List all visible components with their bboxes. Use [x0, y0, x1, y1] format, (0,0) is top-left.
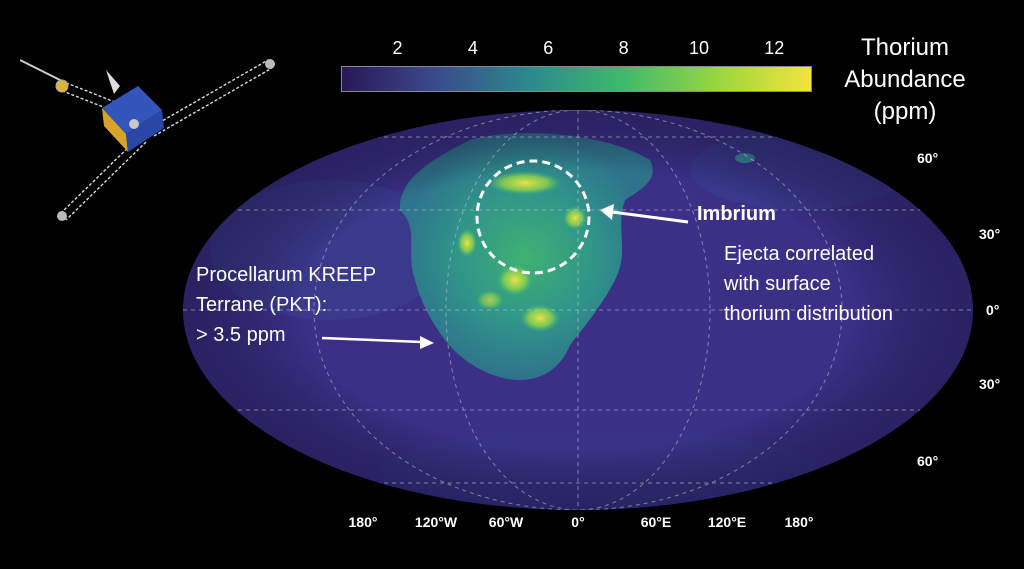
pkt-note: Procellarum KREEP Terrane (PKT): > 3.5 p…: [196, 262, 376, 349]
lat-label-30n: 30°: [979, 226, 1001, 242]
lon-label-0: 0°: [571, 514, 585, 530]
lat-label-30s: 30°: [979, 376, 1001, 392]
imbrium-note-line-3: thorium distribution: [724, 303, 893, 325]
lon-label-60w: 60°W: [488, 514, 524, 530]
colorbar-title-line-3: (ppm): [873, 98, 937, 125]
lat-label-60s: 60°: [917, 453, 939, 469]
colorbar-tick-label: 12: [764, 38, 785, 58]
colorbar-title-line-1: Thorium: [860, 34, 950, 61]
lon-label-180e: 180°: [784, 514, 814, 530]
lon-label-60e: 60°E: [640, 514, 672, 530]
colorbar-tick-label: 10: [688, 38, 709, 58]
pkt-note-line-1: Procellarum KREEP: [196, 264, 377, 286]
colorbar-tick-label: 8: [618, 38, 629, 58]
pkt-note-line-3: > 3.5 ppm: [196, 324, 286, 346]
colorbar-tick-label: 6: [543, 38, 554, 58]
colorbar-title: Thorium Abundance (ppm): [830, 32, 980, 128]
imbrium-note-line-1: Ejecta correlated: [724, 243, 875, 265]
lat-label-0: 0°: [986, 302, 1000, 318]
spacecraft-icon: [20, 59, 275, 221]
lon-label-120e: 120°E: [707, 514, 747, 530]
lat-label-60n: 60°: [917, 150, 939, 166]
imbrium-arrow: [600, 204, 689, 224]
pkt-arrow: [321, 336, 434, 349]
colorbar: [341, 66, 812, 92]
colorbar-title-line-2: Abundance: [844, 66, 966, 93]
lon-label-120w: 120°W: [414, 514, 458, 530]
colorbar-tick-label: 4: [467, 38, 478, 58]
imbrium-note: Ejecta correlated with surface thorium d…: [724, 241, 893, 328]
pkt-note-line-2: Terrane (PKT):: [196, 294, 328, 316]
imbrium-label: Imbrium: [697, 203, 776, 225]
imbrium-circle: [475, 159, 591, 275]
lon-label-180w: 180°: [348, 514, 378, 530]
colorbar-tick-label: 2: [392, 38, 403, 58]
imbrium-note-line-2: with surface: [724, 273, 831, 295]
